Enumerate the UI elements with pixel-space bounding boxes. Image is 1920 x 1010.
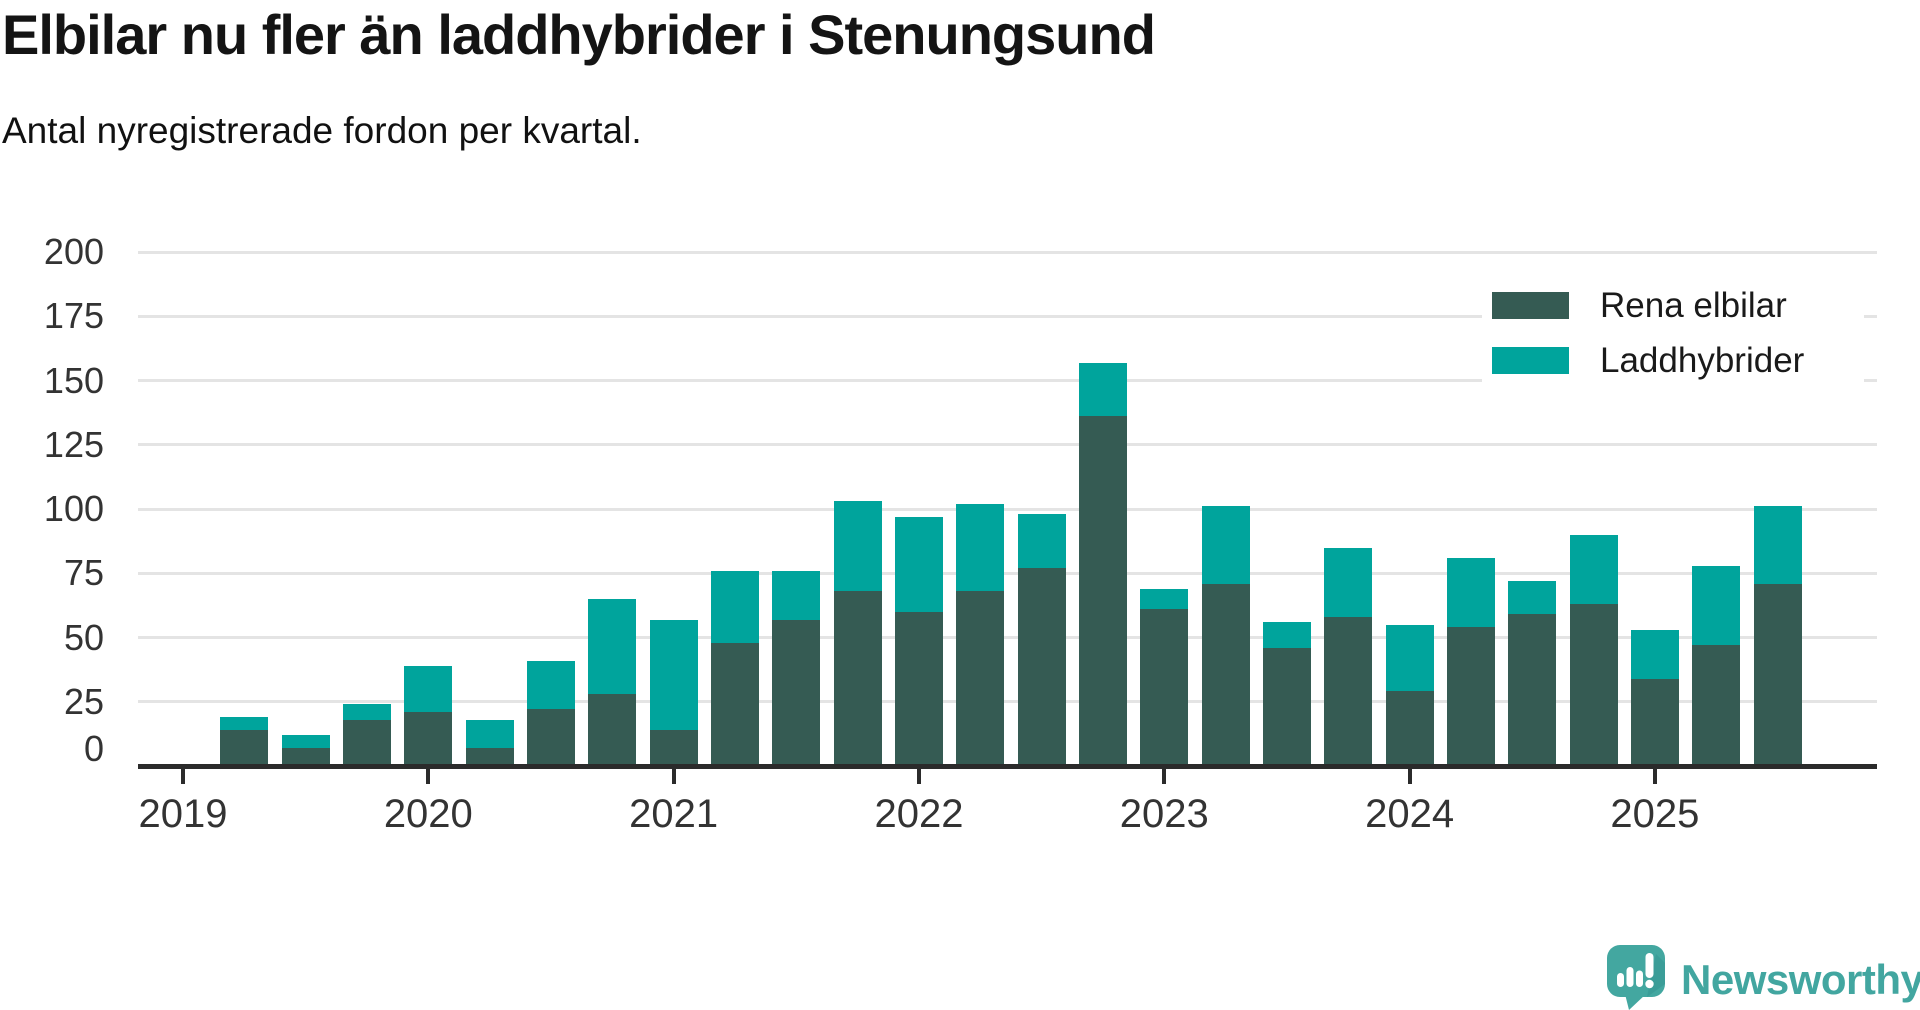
legend-swatch-rena-elbilar	[1492, 292, 1569, 319]
bar-segment-laddhybrider	[1753, 506, 1802, 584]
bar-segment-rena-elbilar	[1508, 614, 1557, 766]
bar-segment-laddhybrider	[1446, 557, 1495, 628]
bar-segment-rena-elbilar	[710, 642, 759, 766]
bar-segment-rena-elbilar	[342, 719, 391, 766]
legend-item-laddhybrider: Laddhybrider	[1492, 341, 1864, 380]
bar-segment-rena-elbilar	[1017, 568, 1066, 766]
bar-segment-laddhybrider	[1508, 580, 1557, 615]
bar-segment-rena-elbilar	[465, 748, 514, 766]
legend-item-rena-elbilar: Rena elbilar	[1492, 286, 1864, 325]
bar-segment-laddhybrider	[526, 660, 575, 710]
bar-segment-laddhybrider	[1324, 547, 1373, 617]
x-axis-line	[138, 764, 1877, 769]
x-tick-label-2021: 2021	[629, 792, 719, 836]
bar-segment-rena-elbilar	[1324, 616, 1373, 766]
bar-segment-laddhybrider	[649, 619, 698, 730]
bar-segment-rena-elbilar	[772, 619, 821, 766]
bar-segment-laddhybrider	[1201, 506, 1250, 584]
y-tick-label-150: 150	[43, 359, 104, 401]
brand-name: Newsworthy	[1681, 955, 1920, 1003]
bar-segment-rena-elbilar	[404, 712, 453, 766]
y-tick-label-125: 125	[43, 423, 104, 465]
bar-segment-rena-elbilar	[833, 591, 882, 766]
bar-segment-laddhybrider	[220, 717, 269, 730]
legend-label: Laddhybrider	[1600, 340, 1805, 380]
bar-segment-rena-elbilar	[281, 748, 330, 766]
x-tick-2019	[181, 769, 185, 784]
bar-segment-laddhybrider	[1569, 534, 1618, 605]
gridline-150	[138, 379, 1877, 382]
x-tick-2024	[1407, 769, 1412, 784]
bar-segment-rena-elbilar	[1569, 604, 1618, 766]
bar-segment-laddhybrider	[1385, 624, 1434, 692]
y-tick-label-50: 50	[63, 616, 104, 658]
x-tick-2023	[1162, 769, 1167, 784]
bar-segment-rena-elbilar	[1201, 583, 1250, 766]
page-title: Elbilar nu fler än laddhybrider i Stenun…	[2, 3, 1156, 66]
bar-segment-laddhybrider	[833, 501, 882, 592]
x-tick-label-2022: 2022	[874, 792, 964, 836]
chart-subtitle: Antal nyregistrerade fordon per kvartal.	[2, 110, 642, 151]
y-tick-label-0: 0	[83, 728, 104, 769]
bar-segment-rena-elbilar	[1078, 416, 1127, 766]
bar-segment-laddhybrider	[894, 516, 943, 612]
y-tick-label-100: 100	[43, 488, 104, 529]
bar-segment-rena-elbilar	[1385, 691, 1434, 766]
bar-segment-rena-elbilar	[1753, 583, 1802, 766]
bar-segment-rena-elbilar	[220, 730, 269, 766]
chart-legend: Rena elbilar Laddhybrider	[1482, 280, 1864, 388]
bar-segment-laddhybrider	[1630, 629, 1679, 679]
newsworthy-logo-icon	[1606, 942, 1668, 1010]
gridline-175	[138, 314, 1877, 318]
bar-segment-laddhybrider	[1692, 565, 1741, 646]
legend-label: Rena elbilar	[1600, 285, 1787, 325]
bar-segment-laddhybrider	[1140, 588, 1189, 610]
x-tick-label-2019: 2019	[138, 792, 228, 836]
bar-segment-rena-elbilar	[1630, 678, 1679, 766]
bar-segment-laddhybrider	[956, 503, 1005, 592]
bar-segment-laddhybrider	[404, 665, 453, 713]
bar-segment-rena-elbilar	[1140, 609, 1189, 766]
bar-segment-laddhybrider	[1078, 362, 1127, 417]
gridline-125	[138, 443, 1877, 447]
bar-segment-rena-elbilar	[1692, 645, 1741, 766]
y-tick-label-25: 25	[63, 680, 104, 722]
bar-segment-rena-elbilar	[1262, 647, 1311, 766]
bar-segment-rena-elbilar	[649, 730, 698, 766]
gridline-75	[138, 571, 1877, 575]
x-tick-label-2025: 2025	[1610, 792, 1700, 836]
gridline-100	[138, 507, 1877, 511]
gridline-25	[138, 700, 1877, 704]
y-tick-label-75: 75	[63, 552, 104, 594]
bar-segment-laddhybrider	[281, 735, 330, 748]
x-tick-2021	[671, 769, 676, 784]
y-tick-label-200: 200	[43, 231, 104, 272]
gridline-200	[138, 250, 1877, 254]
x-tick-label-2023: 2023	[1119, 792, 1209, 836]
x-tick-2025	[1652, 769, 1657, 784]
bar-segment-laddhybrider	[588, 598, 637, 695]
gridline-50	[138, 636, 1877, 639]
bar-segment-laddhybrider	[1262, 622, 1311, 648]
x-tick-label-2020: 2020	[383, 792, 473, 836]
bar-segment-laddhybrider	[772, 570, 821, 620]
bar-segment-laddhybrider	[342, 704, 391, 720]
x-tick-2022	[916, 769, 921, 784]
bar-segment-laddhybrider	[465, 719, 514, 748]
x-tick-label-2024: 2024	[1365, 792, 1455, 836]
y-tick-label-175: 175	[43, 295, 104, 337]
bar-segment-rena-elbilar	[588, 694, 637, 766]
legend-swatch-laddhybrider	[1492, 347, 1569, 374]
brand-footer: Newsworthy	[1606, 942, 1920, 1010]
bar-segment-laddhybrider	[710, 570, 759, 643]
bar-segment-rena-elbilar	[526, 709, 575, 766]
x-tick-2020	[426, 769, 431, 784]
bar-segment-rena-elbilar	[1446, 627, 1495, 766]
bar-segment-rena-elbilar	[894, 611, 943, 766]
bar-segment-rena-elbilar	[956, 591, 1005, 766]
bar-segment-laddhybrider	[1017, 514, 1066, 569]
